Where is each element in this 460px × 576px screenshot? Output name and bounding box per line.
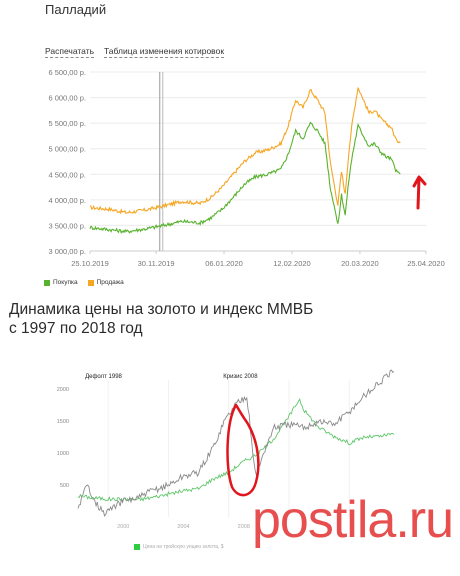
annotation-arrow	[412, 175, 427, 210]
legend-item-sell: Продажа	[87, 279, 124, 286]
print-link[interactable]: Распечатать	[45, 46, 95, 58]
x-tick-label: 20.03.2020	[341, 259, 379, 268]
legend-label-gold: Цена на тройскую унцию золота, $	[143, 544, 224, 550]
x-tick-label: 25.10.2019	[71, 259, 109, 268]
legend-item-buy: Покупка	[44, 279, 78, 286]
watermark-text: postila.ru	[252, 491, 452, 549]
y-tick-label: 5 500,00 р.	[48, 119, 86, 128]
x-tick-label: 12.02.2020	[273, 259, 311, 268]
x-tick-label: 2000	[117, 524, 129, 530]
y-tick-label: 6 000,00 р.	[48, 94, 86, 103]
y-tick-label: 500	[60, 483, 69, 489]
gold-micex-title: Динамика цены на золото и индекс ММВБ с …	[9, 300, 313, 338]
annotation-default-1998: Дефолт 1998	[85, 374, 122, 380]
y-tick-label: 1000	[57, 451, 69, 457]
y-tick-label: 5 000,00 р.	[48, 145, 86, 154]
series-line-micex	[77, 369, 395, 517]
annotation-crisis-circle	[226, 403, 260, 497]
series-line-buy	[89, 121, 401, 235]
annotation-crisis-2008: Кризис 2008	[223, 374, 258, 380]
x-tick-label: 2004	[177, 524, 189, 530]
legend-label-buy: Покупка	[53, 279, 78, 286]
x-tick-label: 2008	[238, 524, 250, 530]
x-tick-label: 25.04.2020	[407, 259, 445, 268]
gold-micex-legend: Цена на тройскую унцию золота, $	[134, 544, 224, 550]
y-tick-label: 1500	[57, 419, 69, 425]
legend-swatch-sell	[87, 279, 94, 286]
x-tick-label: 30.11.2019	[138, 259, 175, 268]
quotes-table-link[interactable]: Таблица изменения котировок	[104, 46, 225, 58]
chart-title: Палладий	[45, 2, 107, 17]
gold-micex-title-line1: Динамика цены на золото и индекс ММВБ	[9, 301, 314, 318]
watermark-graphic: postila.ru	[252, 491, 454, 549]
y-tick-label: 3 000,00 р.	[48, 247, 86, 256]
x-tick-label: 06.01.2020	[205, 259, 243, 268]
y-tick-label: 2000	[57, 387, 69, 393]
y-tick-label: 3 500,00 р.	[48, 221, 86, 230]
series-line-sell	[90, 87, 401, 215]
legend-label-sell: Продажа	[96, 279, 124, 286]
series-line-gold	[77, 398, 395, 502]
chart-legend: Покупка Продажа	[44, 279, 134, 286]
palladium-chart: 3 000,00 р. 3 500,00 р. 4 000,00 р. 4 500,0…	[48, 68, 445, 268]
legend-swatch-buy	[44, 279, 50, 286]
y-tick-label: 4 500,00 р.	[48, 170, 86, 179]
gold-micex-chart: 500 1000 1500 2000 2000 2004 2008 Дефолт 1998 Кр…	[57, 369, 395, 530]
gold-micex-title-line2: с 1997 по 2018 год	[9, 320, 143, 337]
y-tick-label: 4 000,00 р.	[48, 196, 86, 205]
y-tick-label: 6 500,00 р.	[48, 68, 86, 77]
legend-swatch-gold	[134, 544, 140, 550]
watermark-logo: postila.ru	[252, 491, 454, 559]
